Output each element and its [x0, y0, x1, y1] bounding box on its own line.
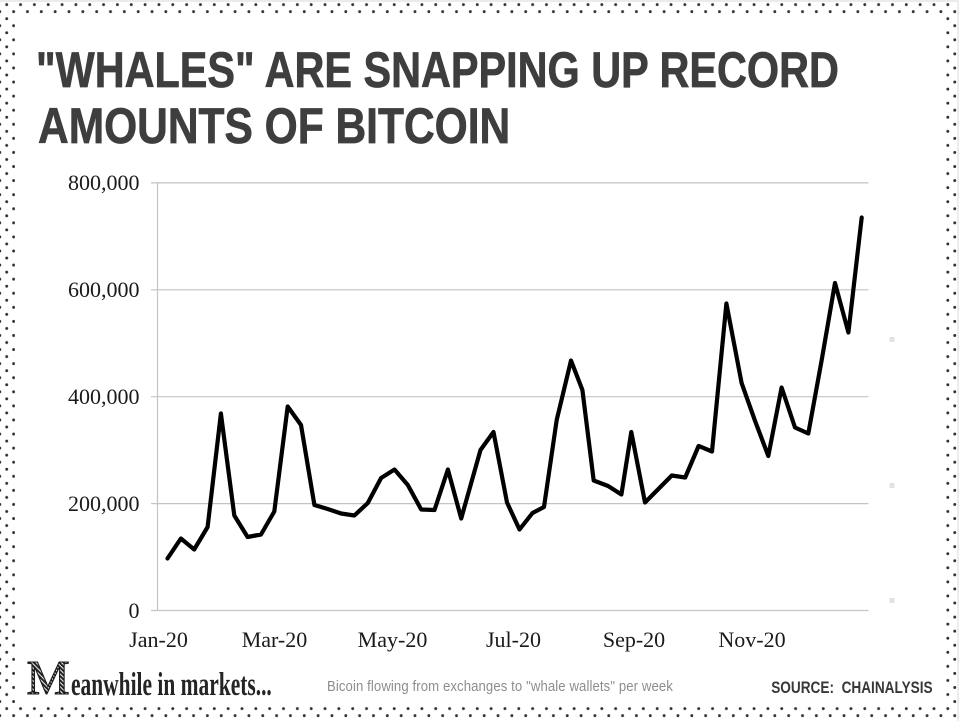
svg-text:Jul-20: Jul-20 [486, 627, 541, 652]
svg-text:800,000: 800,000 [68, 170, 140, 195]
svg-text:May-20: May-20 [358, 627, 428, 652]
svg-text:M: M [26, 656, 69, 700]
svg-text:200,000: 200,000 [68, 491, 140, 516]
svg-text:400,000: 400,000 [68, 384, 140, 409]
svg-text:0: 0 [129, 598, 140, 623]
svg-text:Jan-20: Jan-20 [129, 627, 188, 652]
svg-text:600,000: 600,000 [68, 277, 140, 302]
svg-text:Mar-20: Mar-20 [242, 627, 308, 652]
svg-text:Sep-20: Sep-20 [603, 627, 665, 652]
svg-text:Nov-20: Nov-20 [718, 627, 785, 652]
